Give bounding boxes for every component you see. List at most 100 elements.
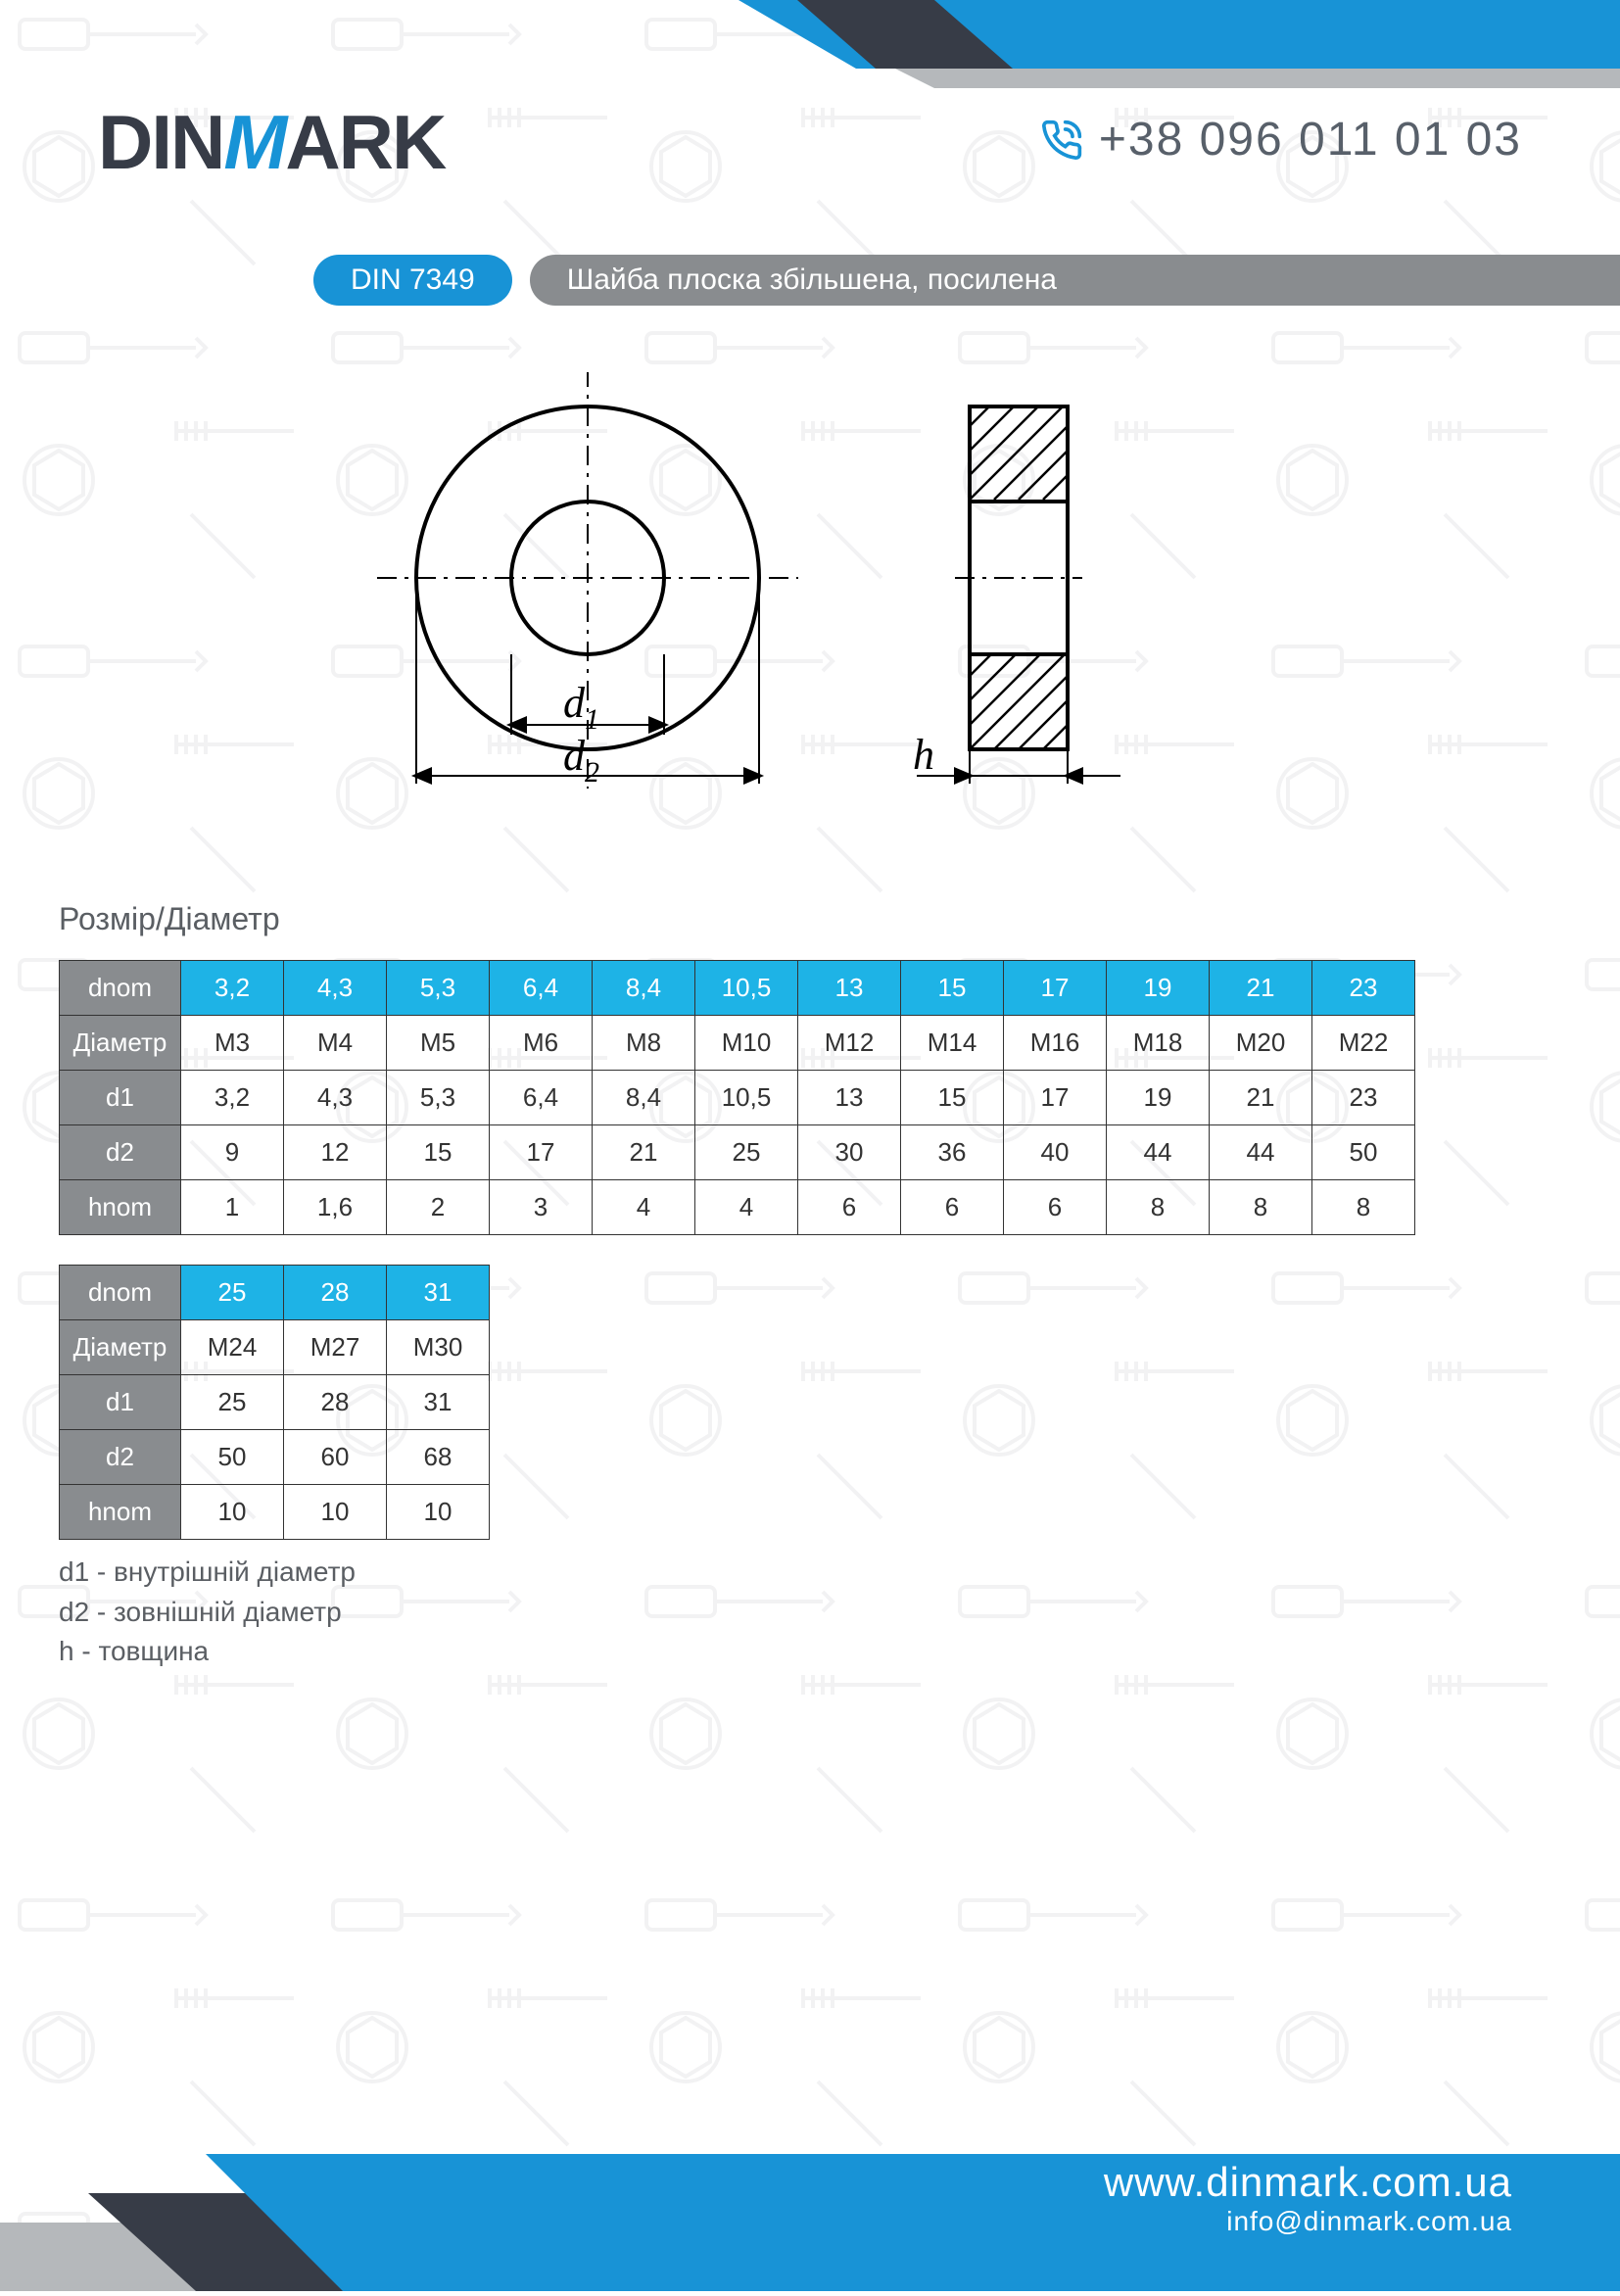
table-cell: 4 bbox=[695, 1180, 798, 1235]
table-cell: 4 bbox=[593, 1180, 695, 1235]
table-cell: 3,2 bbox=[181, 1071, 284, 1125]
table-cell: 19 bbox=[1107, 961, 1210, 1016]
table-cell: 28 bbox=[284, 1266, 387, 1320]
table-cell: 40 bbox=[1004, 1125, 1107, 1180]
table-cell: 25 bbox=[181, 1266, 284, 1320]
table-cell: 31 bbox=[387, 1375, 490, 1430]
logo-part-1: DIN bbox=[98, 99, 223, 185]
legend-line-1: d1 - внутрішній діаметр bbox=[59, 1553, 356, 1593]
svg-text:d2: d2 bbox=[563, 732, 599, 789]
table-row-label: d2 bbox=[60, 1430, 181, 1485]
table-cell: 8,4 bbox=[593, 1071, 695, 1125]
din-code-pill: DIN 7349 bbox=[313, 255, 512, 306]
table-cell: 4,3 bbox=[284, 1071, 387, 1125]
table-cell: 50 bbox=[1312, 1125, 1415, 1180]
table-cell: 6,4 bbox=[490, 961, 593, 1016]
footer-url: www.dinmark.com.ua bbox=[1104, 2159, 1512, 2206]
table-cell: 8 bbox=[1107, 1180, 1210, 1235]
table-cell: 2 bbox=[387, 1180, 490, 1235]
table-cell: 17 bbox=[1004, 1071, 1107, 1125]
table-cell: M8 bbox=[593, 1016, 695, 1071]
table-cell: 6 bbox=[901, 1180, 1004, 1235]
phone-icon bbox=[1040, 119, 1083, 162]
table-cell: 1 bbox=[181, 1180, 284, 1235]
table-cell: 21 bbox=[1210, 961, 1312, 1016]
title-bar: DIN 7349 Шайба плоска збільшена, посилен… bbox=[0, 255, 1620, 306]
table-cell: 3 bbox=[490, 1180, 593, 1235]
table-cell: 10 bbox=[181, 1485, 284, 1540]
table-cell: 6,4 bbox=[490, 1071, 593, 1125]
table-cell: 10 bbox=[284, 1485, 387, 1540]
table-cell: M30 bbox=[387, 1320, 490, 1375]
table-cell: 23 bbox=[1312, 1071, 1415, 1125]
table-cell: 12 bbox=[284, 1125, 387, 1180]
table-cell: M10 bbox=[695, 1016, 798, 1071]
table-cell: 25 bbox=[695, 1125, 798, 1180]
table-cell: M22 bbox=[1312, 1016, 1415, 1071]
footer-email: info@dinmark.com.ua bbox=[1104, 2206, 1512, 2237]
section-heading: Розмір/Діаметр bbox=[59, 901, 280, 937]
brand-logo: DINMARK bbox=[98, 98, 445, 187]
table-cell: 10,5 bbox=[695, 1071, 798, 1125]
table-cell: 15 bbox=[387, 1125, 490, 1180]
table-cell: 9 bbox=[181, 1125, 284, 1180]
table-cell: 21 bbox=[593, 1125, 695, 1180]
table-cell: 3,2 bbox=[181, 961, 284, 1016]
table-cell: 5,3 bbox=[387, 961, 490, 1016]
legend: d1 - внутрішній діаметр d2 - зовнішній д… bbox=[59, 1553, 356, 1672]
table-row-label: Діаметр bbox=[60, 1016, 181, 1071]
table-cell: M18 bbox=[1107, 1016, 1210, 1071]
table-cell: M6 bbox=[490, 1016, 593, 1071]
d1-label: d bbox=[563, 679, 586, 727]
table-cell: M3 bbox=[181, 1016, 284, 1071]
dimensions-table-2: dnom252831ДіаметрM24M27M30d1252831d25060… bbox=[59, 1265, 490, 1540]
product-title-pill: Шайба плоска збільшена, посилена bbox=[530, 255, 1620, 306]
table-cell: 36 bbox=[901, 1125, 1004, 1180]
table-row-label: hnom bbox=[60, 1180, 181, 1235]
table-cell: M5 bbox=[387, 1016, 490, 1071]
footer: www.dinmark.com.ua info@dinmark.com.ua bbox=[0, 2076, 1620, 2291]
table-cell: 15 bbox=[901, 961, 1004, 1016]
table-row-label: hnom bbox=[60, 1485, 181, 1540]
logo-part-m: M bbox=[223, 99, 285, 185]
legend-line-2: d2 - зовнішній діаметр bbox=[59, 1593, 356, 1633]
table-cell: M24 bbox=[181, 1320, 284, 1375]
table-row-label: dnom bbox=[60, 961, 181, 1016]
table-row-label: Діаметр bbox=[60, 1320, 181, 1375]
technical-diagram: d1 d2 bbox=[372, 372, 1254, 823]
table-cell: 44 bbox=[1210, 1125, 1312, 1180]
phone-text: +38 096 011 01 03 bbox=[1099, 113, 1522, 167]
table-row-label: d1 bbox=[60, 1375, 181, 1430]
table-cell: M20 bbox=[1210, 1016, 1312, 1071]
table-cell: 15 bbox=[901, 1071, 1004, 1125]
table-cell: 5,3 bbox=[387, 1071, 490, 1125]
table-cell: M27 bbox=[284, 1320, 387, 1375]
d2-sub: 2 bbox=[585, 756, 599, 789]
table-cell: 28 bbox=[284, 1375, 387, 1430]
logo-part-2: ARK bbox=[285, 99, 445, 185]
table-cell: 1,6 bbox=[284, 1180, 387, 1235]
table-cell: M14 bbox=[901, 1016, 1004, 1071]
table-row-label: dnom bbox=[60, 1266, 181, 1320]
table-cell: 10 bbox=[387, 1485, 490, 1540]
table-cell: 8 bbox=[1312, 1180, 1415, 1235]
phone-number: +38 096 011 01 03 bbox=[1040, 113, 1522, 167]
table-cell: 30 bbox=[798, 1125, 901, 1180]
table-cell: 21 bbox=[1210, 1071, 1312, 1125]
table-cell: 6 bbox=[798, 1180, 901, 1235]
table-cell: 17 bbox=[490, 1125, 593, 1180]
table-cell: 4,3 bbox=[284, 961, 387, 1016]
table-cell: 60 bbox=[284, 1430, 387, 1485]
table-cell: 23 bbox=[1312, 961, 1415, 1016]
table-cell: 50 bbox=[181, 1430, 284, 1485]
h-label: h bbox=[913, 731, 934, 779]
d2-label: d bbox=[563, 732, 586, 780]
tables-container: dnom3,24,35,36,48,410,5131517192123Діаме… bbox=[59, 960, 1561, 1569]
d1-sub: 1 bbox=[585, 703, 599, 736]
table-cell: M12 bbox=[798, 1016, 901, 1071]
table-cell: 13 bbox=[798, 1071, 901, 1125]
table-cell: 6 bbox=[1004, 1180, 1107, 1235]
table-row-label: d1 bbox=[60, 1071, 181, 1125]
table-cell: 17 bbox=[1004, 961, 1107, 1016]
legend-line-3: h - товщина bbox=[59, 1632, 356, 1672]
